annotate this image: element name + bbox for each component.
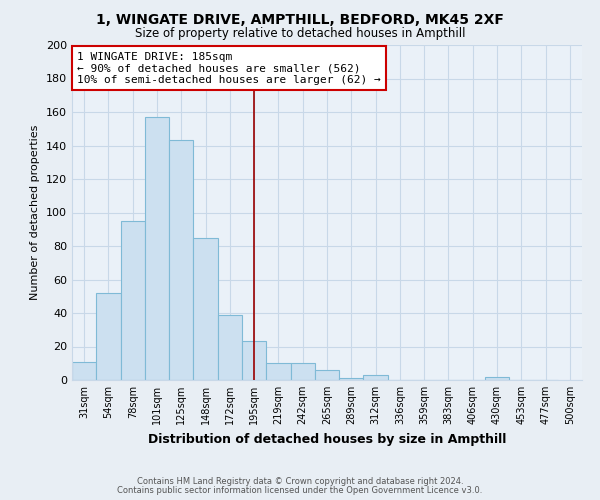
Bar bbox=[145, 117, 169, 380]
Bar bbox=[290, 363, 315, 380]
Bar bbox=[266, 363, 290, 380]
Text: Contains HM Land Registry data © Crown copyright and database right 2024.: Contains HM Land Registry data © Crown c… bbox=[137, 477, 463, 486]
Text: Size of property relative to detached houses in Ampthill: Size of property relative to detached ho… bbox=[135, 28, 465, 40]
Bar bbox=[339, 378, 364, 380]
Bar bbox=[169, 140, 193, 380]
Y-axis label: Number of detached properties: Number of detached properties bbox=[31, 125, 40, 300]
Bar bbox=[121, 221, 145, 380]
Bar bbox=[242, 342, 266, 380]
Bar bbox=[96, 293, 121, 380]
Bar bbox=[315, 370, 339, 380]
Text: 1, WINGATE DRIVE, AMPTHILL, BEDFORD, MK45 2XF: 1, WINGATE DRIVE, AMPTHILL, BEDFORD, MK4… bbox=[96, 12, 504, 26]
Bar bbox=[485, 376, 509, 380]
Bar bbox=[193, 238, 218, 380]
Text: 1 WINGATE DRIVE: 185sqm
← 90% of detached houses are smaller (562)
10% of semi-d: 1 WINGATE DRIVE: 185sqm ← 90% of detache… bbox=[77, 52, 381, 85]
Bar bbox=[72, 362, 96, 380]
Text: Contains public sector information licensed under the Open Government Licence v3: Contains public sector information licen… bbox=[118, 486, 482, 495]
X-axis label: Distribution of detached houses by size in Ampthill: Distribution of detached houses by size … bbox=[148, 432, 506, 446]
Bar bbox=[364, 375, 388, 380]
Bar bbox=[218, 314, 242, 380]
